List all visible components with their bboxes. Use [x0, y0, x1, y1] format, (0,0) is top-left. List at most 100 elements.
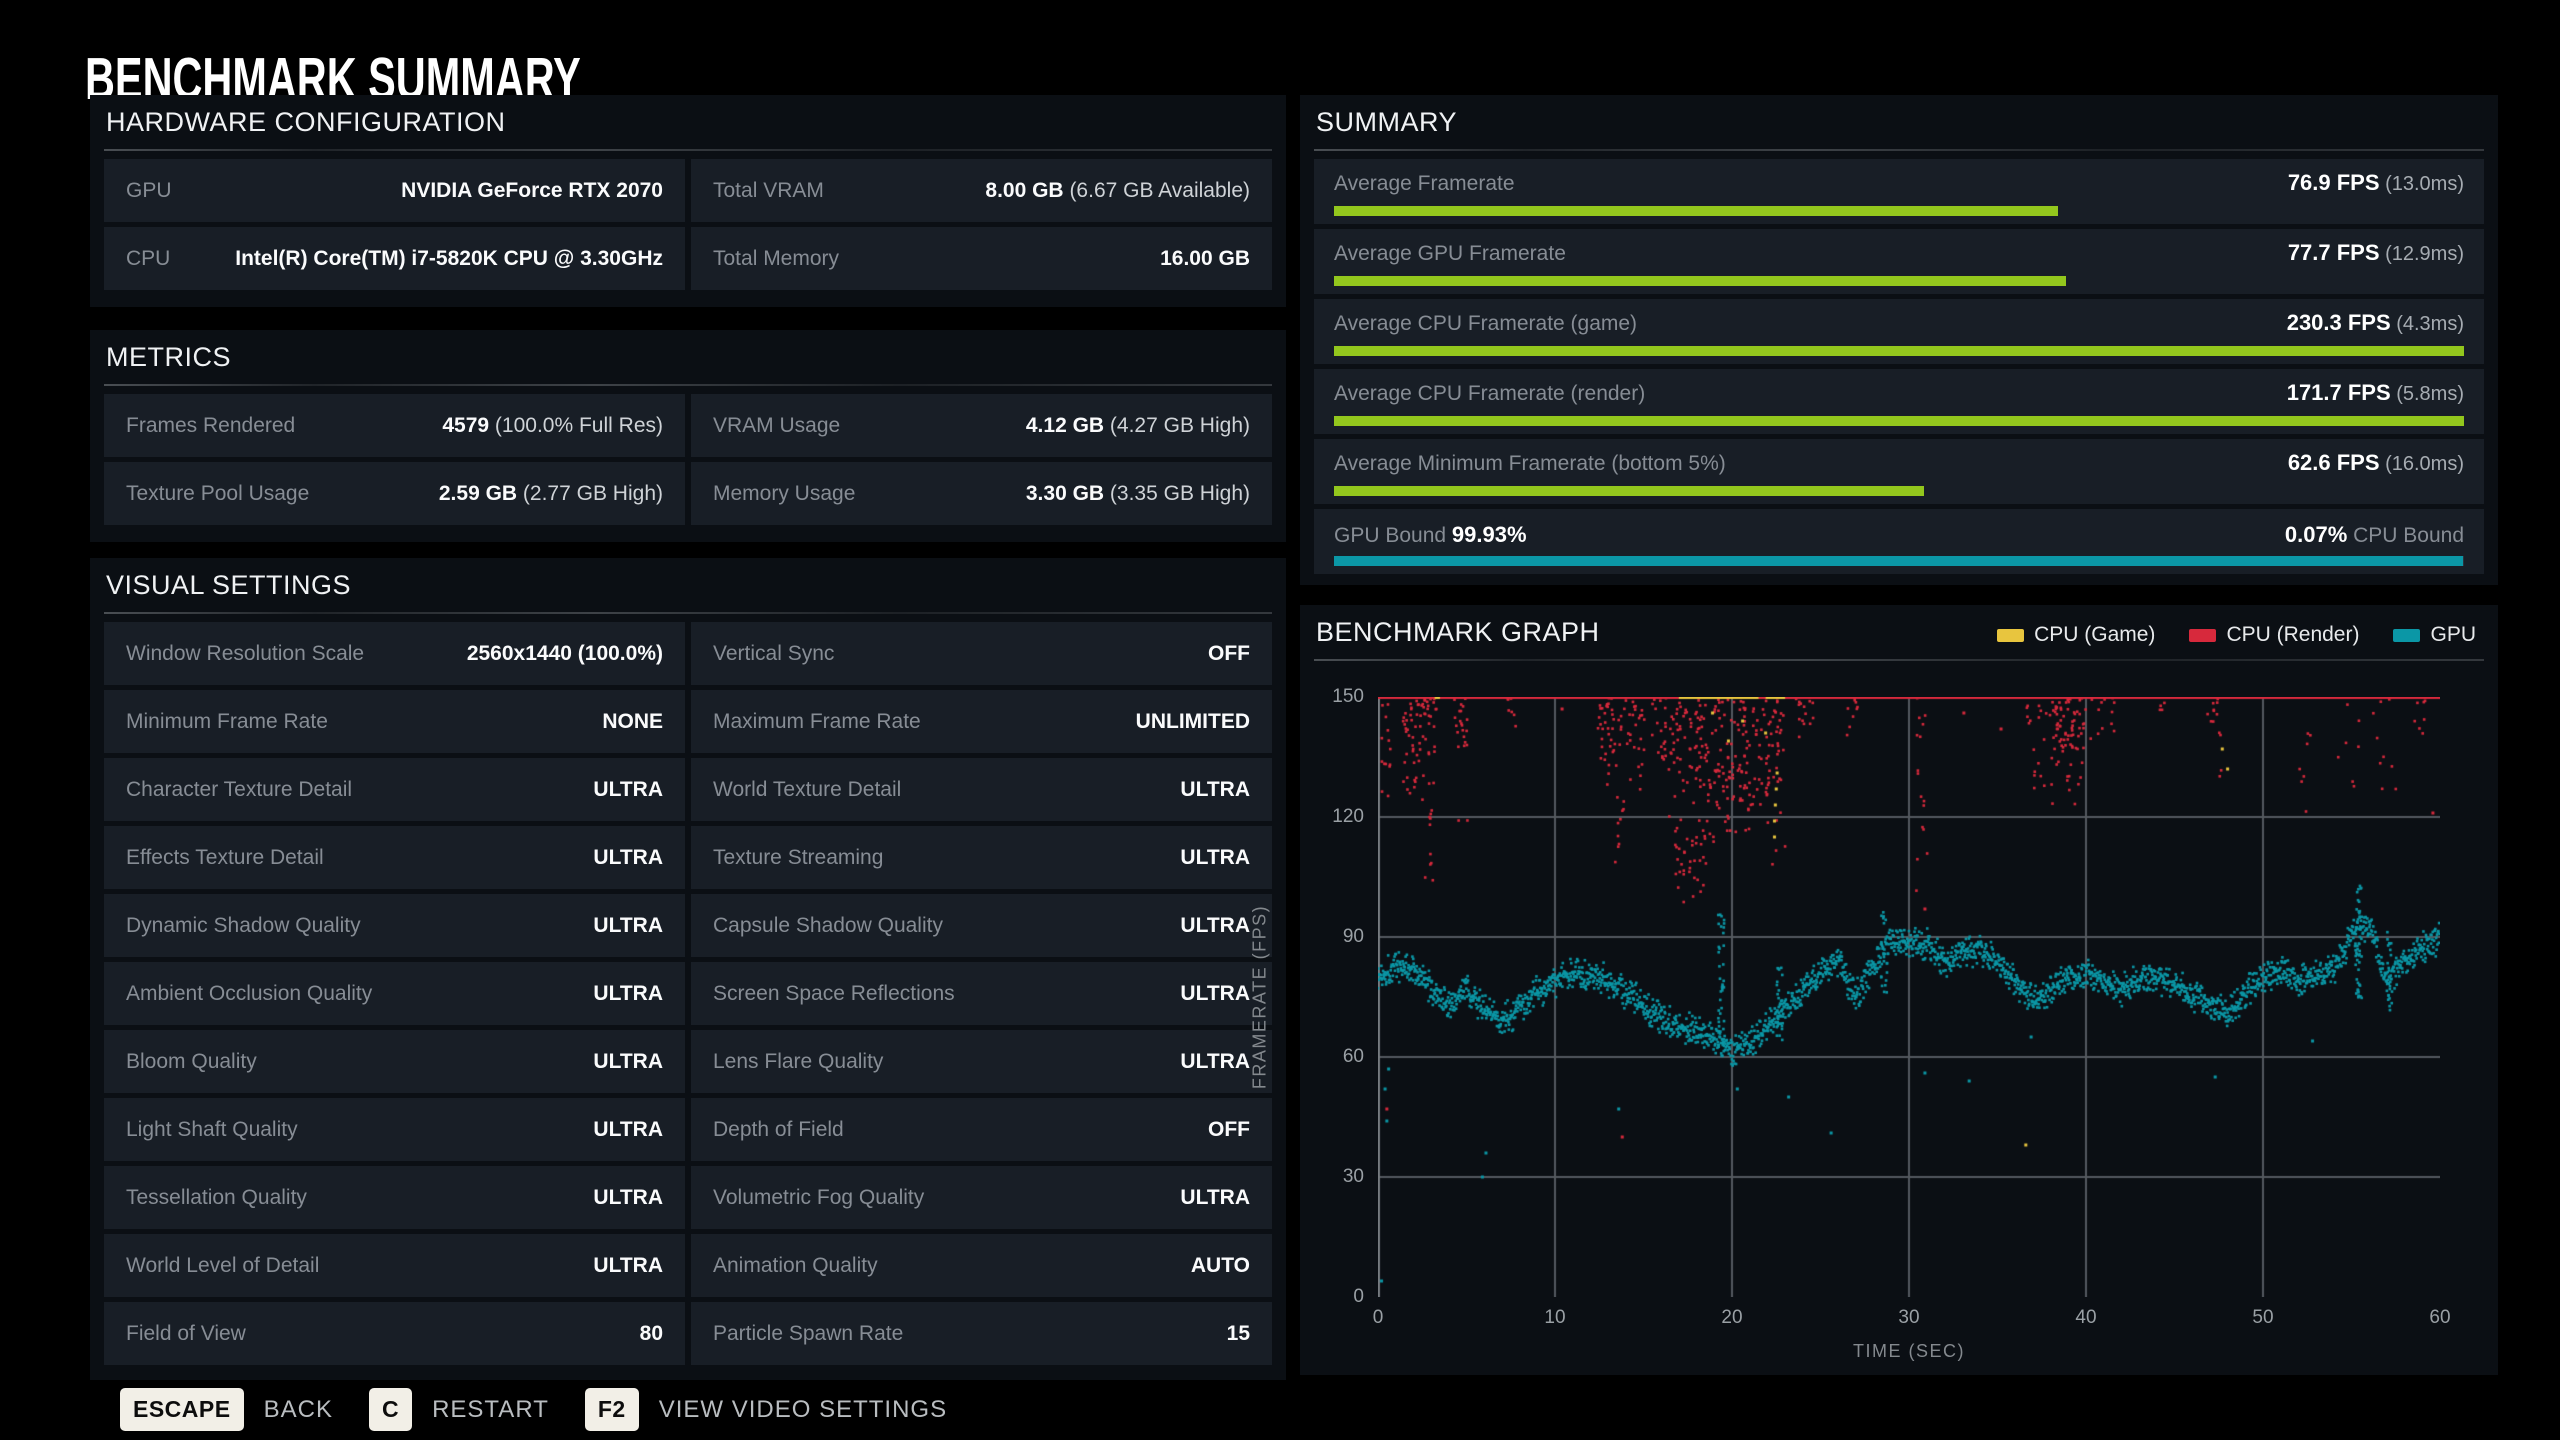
setting-label: Effects Texture Detail: [126, 845, 324, 869]
setting-value: ULTRA: [1180, 777, 1250, 801]
summary-metric-frametime: (16.0ms): [2379, 453, 2464, 475]
y-axis-tick-label: 120: [1332, 806, 1364, 827]
setting-label: Window Resolution Scale: [126, 641, 365, 665]
settings-row: Field of View 80 Particle Spawn Rate 15: [104, 1302, 1272, 1365]
summary-metric-frametime: (4.3ms): [2390, 313, 2464, 335]
key-badge: ESCAPE: [120, 1388, 244, 1431]
settings-row: CPU Intel(R) Core(TM) i7-5820K CPU @ 3.30…: [104, 227, 1272, 290]
setting-cell: VRAM Usage 4.12 GB (4.27 GB High): [691, 394, 1272, 457]
legend-label: CPU (Render): [2226, 623, 2360, 646]
setting-label: Minimum Frame Rate: [126, 709, 328, 733]
setting-label: Character Texture Detail: [126, 777, 353, 801]
setting-label: Light Shaft Quality: [126, 1117, 298, 1141]
framerate-bar: [1334, 206, 2059, 216]
setting-sub-value: (2.77 GB High): [517, 481, 663, 505]
setting-value: NONE: [602, 709, 663, 733]
divider: [104, 149, 1272, 151]
benchmark-graph-canvas: [1378, 697, 2440, 1297]
setting-label: Memory Usage: [713, 481, 856, 505]
footer-action-back[interactable]: ESCAPE BACK: [120, 1388, 333, 1431]
gpu-bound-label: GPU Bound 99.93%: [1334, 522, 1527, 547]
x-axis-tick-label: 40: [2075, 1307, 2097, 1328]
settings-row: World Level of Detail ULTRA Animation Qual…: [104, 1234, 1272, 1297]
settings-row: Window Resolution Scale 2560x1440 (100.0%…: [104, 622, 1272, 685]
setting-value: ULTRA: [593, 845, 663, 869]
summary-metric-value: 230.3 FPS (4.3ms): [2286, 310, 2464, 335]
setting-cell: World Level of Detail ULTRA: [104, 1234, 685, 1297]
divider: [104, 612, 1272, 614]
footer-action-restart[interactable]: C RESTART: [368, 1388, 549, 1431]
legend-swatch-icon: [2189, 628, 2217, 642]
setting-cell: Dynamic Shadow Quality ULTRA: [104, 894, 685, 957]
setting-value: ULTRA: [593, 1049, 663, 1073]
settings-row: Bloom Quality ULTRA Lens Flare Quality ULTR…: [104, 1030, 1272, 1093]
benchmark-graph-title: BENCHMARK GRAPH: [1316, 617, 1600, 647]
summary-row: Average CPU Framerate (game) 230.3 FPS (4…: [1314, 299, 2484, 364]
setting-label: Vertical Sync: [713, 641, 835, 665]
summary-rows: Average Framerate 76.9 FPS (13.0ms) Averag…: [1314, 159, 2484, 579]
settings-row: Frames Rendered 4579 (100.0% Full Res) VRA…: [104, 394, 1272, 457]
setting-value: ULTRA: [593, 1185, 663, 1209]
summary-panel: SUMMARY Average Framerate 76.9 FPS (13.0m…: [1300, 95, 2498, 585]
legend-item: CPU (Game): [1997, 623, 2155, 647]
setting-value: 4579 (100.0% Full Res): [442, 413, 663, 437]
y-axis-tick-label: 150: [1332, 686, 1364, 707]
setting-cell: Tessellation Quality ULTRA: [104, 1166, 685, 1229]
setting-value: ULTRA: [1180, 913, 1250, 937]
setting-value: ULTRA: [1180, 1049, 1250, 1073]
setting-cell: Particle Spawn Rate 15: [691, 1302, 1272, 1365]
key-badge: F2: [584, 1388, 639, 1431]
settings-row: Tessellation Quality ULTRA Volumetric Fog …: [104, 1166, 1272, 1229]
hardware-configuration-title: HARDWARE CONFIGURATION: [106, 107, 506, 137]
setting-value: UNLIMITED: [1135, 709, 1250, 733]
setting-label: Dynamic Shadow Quality: [126, 913, 361, 937]
setting-cell: Field of View 80: [104, 1302, 685, 1365]
footer-action-view-video-settings[interactable]: F2 VIEW VIDEO SETTINGS: [584, 1388, 947, 1431]
summary-metric-value: 62.6 FPS (16.0ms): [2287, 450, 2464, 475]
framerate-bar-track: [1334, 206, 2464, 216]
setting-cell: Minimum Frame Rate NONE: [104, 690, 685, 753]
setting-sub-value: (6.67 GB Available): [1063, 178, 1250, 202]
y-axis-title: FRAMERATE (FPS): [1249, 904, 1270, 1090]
setting-value: 16.00 GB: [1160, 246, 1250, 270]
settings-row: Ambient Occlusion Quality ULTRA Screen Spa…: [104, 962, 1272, 1025]
summary-row: Average CPU Framerate (render) 171.7 FPS …: [1314, 369, 2484, 434]
summary-metric-label: Average Minimum Framerate (bottom 5%): [1334, 452, 1726, 475]
visual-settings-title: VISUAL SETTINGS: [106, 570, 352, 600]
setting-value: ULTRA: [593, 1117, 663, 1141]
setting-label: VRAM Usage: [713, 413, 841, 437]
setting-label: Total VRAM: [713, 178, 824, 202]
settings-row: Texture Pool Usage 2.59 GB (2.77 GB High)…: [104, 462, 1272, 525]
setting-label: Particle Spawn Rate: [713, 1321, 904, 1345]
setting-cell: Memory Usage 3.30 GB (3.35 GB High): [691, 462, 1272, 525]
cpu-bound-value: 0.07%: [2284, 522, 2348, 547]
setting-label: Capsule Shadow Quality: [713, 913, 943, 937]
legend-swatch-icon: [1997, 628, 2025, 642]
setting-cell: Window Resolution Scale 2560x1440 (100.0%…: [104, 622, 685, 685]
setting-cell: Vertical Sync OFF: [691, 622, 1272, 685]
summary-metric-label: Average Framerate: [1334, 172, 1515, 195]
summary-metric-frametime: (12.9ms): [2379, 243, 2464, 265]
summary-metric-label: Average GPU Framerate: [1334, 242, 1566, 265]
summary-metric-value: 76.9 FPS (13.0ms): [2287, 170, 2464, 195]
y-axis-tick-label: 30: [1342, 1166, 1364, 1187]
footer-key-hints: ESCAPE BACK C RESTART F2 VIEW VIDEO SETTINGS: [120, 1388, 947, 1431]
setting-value: AUTO: [1190, 1253, 1250, 1277]
divider: [104, 384, 1272, 386]
setting-sub-value: (4.27 GB High): [1104, 413, 1250, 437]
metrics-title: METRICS: [106, 342, 231, 372]
settings-row: GPU NVIDIA GeForce RTX 2070 Total VRAM 8.00…: [104, 159, 1272, 222]
summary-metric-label: Average CPU Framerate (render): [1334, 382, 1646, 405]
setting-value: ULTRA: [1180, 1185, 1250, 1209]
summary-title: SUMMARY: [1316, 107, 1458, 137]
key-badge: C: [368, 1388, 413, 1431]
setting-label: World Level of Detail: [126, 1253, 320, 1277]
setting-label: Field of View: [126, 1321, 246, 1345]
setting-cell: Capsule Shadow Quality ULTRA: [691, 894, 1272, 957]
summary-metric-frametime: (5.8ms): [2390, 383, 2464, 405]
setting-value: ULTRA: [593, 913, 663, 937]
setting-label: Animation Quality: [713, 1253, 878, 1277]
setting-cell: Ambient Occlusion Quality ULTRA: [104, 962, 685, 1025]
setting-label: World Texture Detail: [713, 777, 902, 801]
